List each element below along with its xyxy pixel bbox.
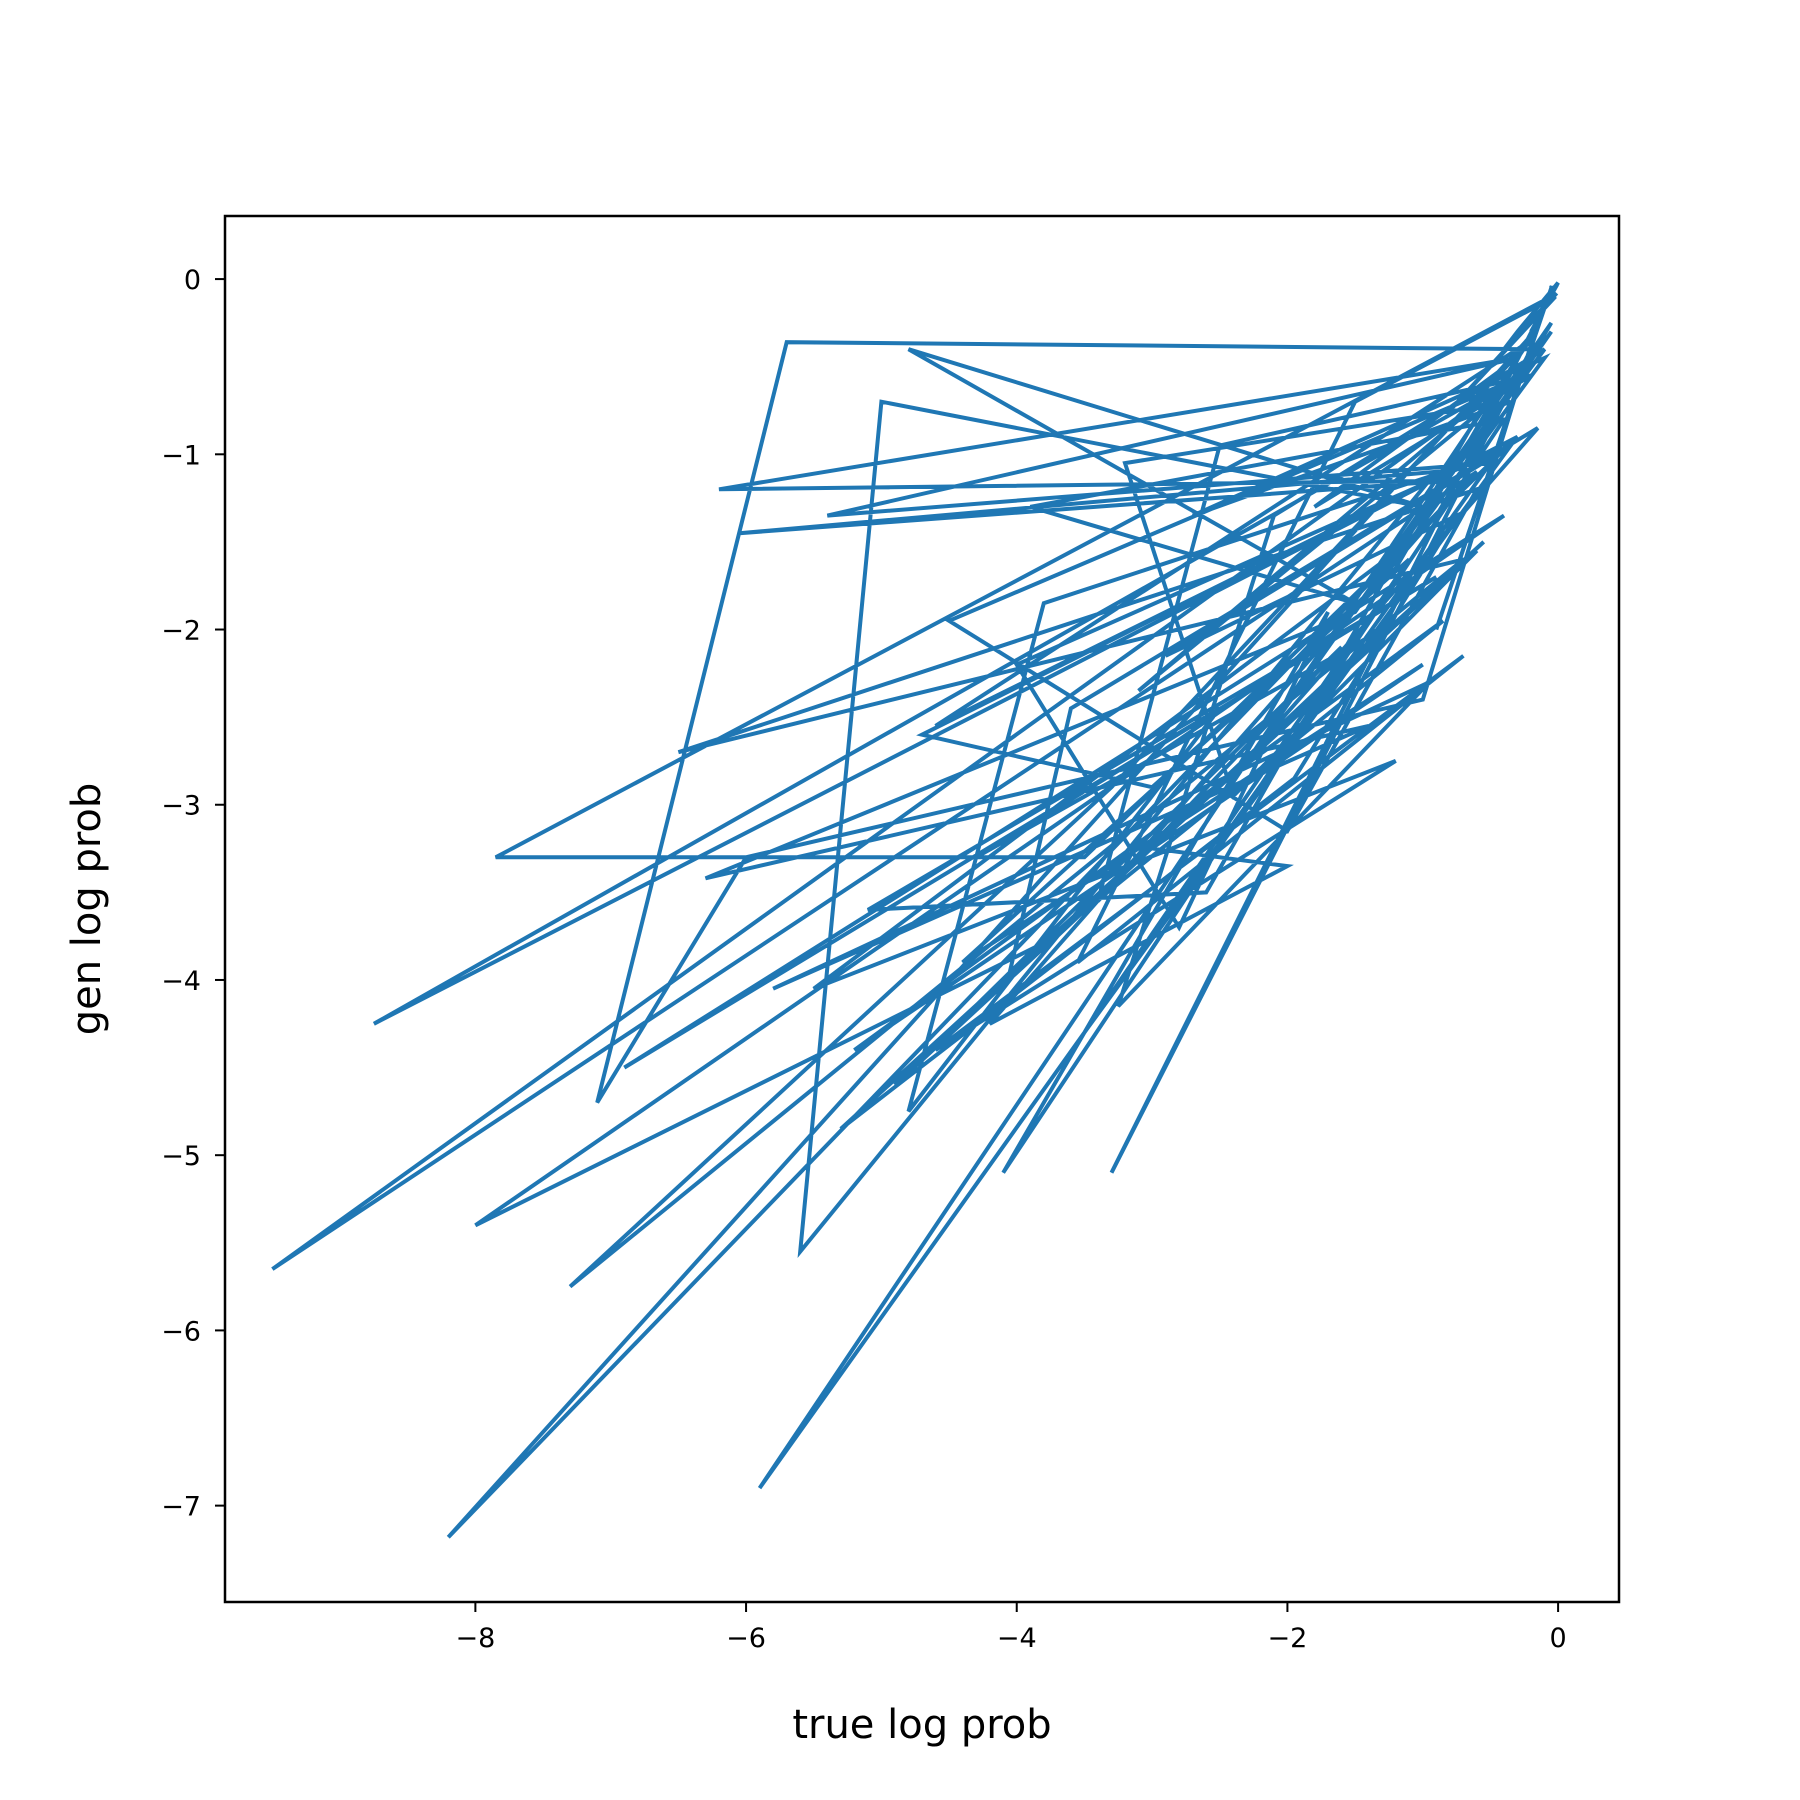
y-axis-label: gen log prob: [64, 783, 110, 1036]
y-tick-label: 0: [184, 265, 201, 296]
x-axis-label: true log prob: [792, 1702, 1051, 1748]
y-tick-label: −5: [161, 1141, 201, 1172]
y-tick-label: −7: [161, 1492, 201, 1523]
y-tick-label: −2: [161, 616, 201, 647]
series-line-0: [271, 281, 1560, 1539]
x-tick-label: −6: [726, 1623, 766, 1654]
x-tick-label: −2: [1268, 1623, 1308, 1654]
axes-frame: [223, 214, 1621, 1604]
y-tick-label: −1: [161, 440, 201, 471]
x-tick-label: 0: [1550, 1623, 1567, 1654]
y-tick-label: −4: [161, 966, 201, 997]
x-tick-label: −4: [997, 1623, 1037, 1654]
x-tick-label: −8: [455, 1623, 495, 1654]
x-axis-ticks: −8 −6 −4 −2 0: [455, 1602, 1567, 1654]
y-tick-label: −3: [161, 791, 201, 822]
plot-area: [271, 281, 1560, 1539]
y-axis-ticks: 0 −1 −2 −3 −4 −5 −6 −7: [161, 265, 225, 1523]
y-tick-label: −6: [161, 1316, 201, 1347]
